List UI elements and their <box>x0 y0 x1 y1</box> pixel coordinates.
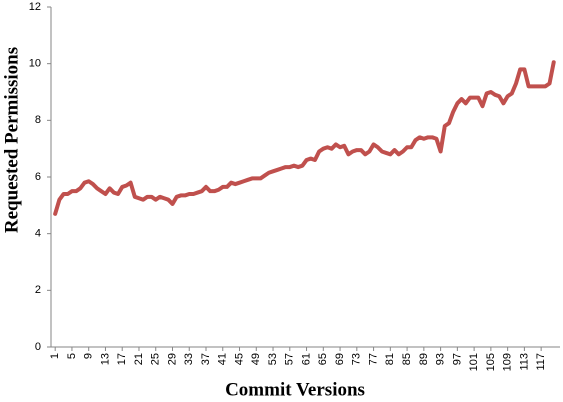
x-axis-label: Commit Versions <box>225 379 365 400</box>
x-tick-label: 93 <box>435 353 447 365</box>
data-line <box>53 60 556 216</box>
x-tick-label: 33 <box>183 353 195 365</box>
x-tick-label: 17 <box>116 353 128 365</box>
x-tick-label: 117 <box>535 353 547 371</box>
y-tick-label: 6 <box>35 171 41 183</box>
y-tick-label: 0 <box>35 341 41 353</box>
x-tick-label: 77 <box>367 353 379 365</box>
x-tick-label: 1 <box>49 353 61 359</box>
y-tick-label: 10 <box>29 58 41 70</box>
x-tick-label: 109 <box>502 353 514 371</box>
x-tick-label: 53 <box>267 353 279 365</box>
y-tick-label: 2 <box>35 284 41 296</box>
x-tick-label: 57 <box>284 353 296 365</box>
x-tick-label: 65 <box>317 353 329 365</box>
y-tick-label: 8 <box>35 114 41 126</box>
y-tick-label: 4 <box>35 228 41 240</box>
x-tick-label: 105 <box>485 353 497 371</box>
x-tick-label: 89 <box>418 353 430 365</box>
x-tick-label: 49 <box>250 353 262 365</box>
x-tick-label: 21 <box>133 353 145 365</box>
x-tick-label: 97 <box>451 353 463 365</box>
x-tick-label: 73 <box>351 353 363 365</box>
x-tick-label: 85 <box>401 353 413 365</box>
x-tick-label: 25 <box>150 353 162 365</box>
x-tick-label: 81 <box>384 353 396 365</box>
x-tick-label: 13 <box>99 353 111 365</box>
x-tick-label: 41 <box>217 353 229 365</box>
x-tick-label: 9 <box>83 353 95 359</box>
x-tick-label: 37 <box>200 353 212 365</box>
x-tick-label: 61 <box>300 353 312 365</box>
y-tick-label: 12 <box>29 1 41 13</box>
x-tick-label: 101 <box>468 353 480 371</box>
x-tick-label: 69 <box>334 353 346 365</box>
x-tick-label: 5 <box>66 353 78 359</box>
x-tick-label: 113 <box>518 353 530 371</box>
x-tick-label: 29 <box>166 353 178 365</box>
y-axis-label: Requested Permissions <box>1 47 22 233</box>
x-tick-label: 45 <box>233 353 245 365</box>
